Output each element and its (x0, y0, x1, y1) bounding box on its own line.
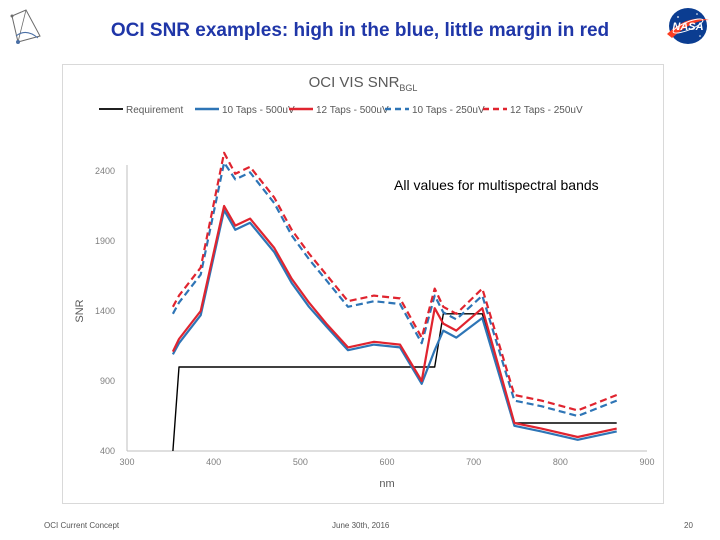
y-axis-label: SNR (74, 299, 86, 322)
legend-label: Requirement (126, 105, 183, 116)
legend-label: 12 Taps - 250uV (510, 105, 583, 116)
slide-title: OCI SNR examples: high in the blue, litt… (110, 20, 610, 41)
footer-project: OCI Current Concept (44, 521, 120, 530)
svg-text:NASA: NASA (672, 21, 703, 33)
chart-title-subscript: BGL (399, 83, 417, 93)
chart-panel: OCI VIS SNRBGL Requirement 10 Taps - 500uV… (62, 64, 664, 504)
legend-label: 10 Taps - 250uV (412, 105, 485, 116)
y-tick-label: 900 (100, 376, 115, 386)
page-number: 20 (684, 521, 693, 530)
x-tick-label: 700 (466, 457, 481, 467)
y-tick-label: 400 (100, 446, 115, 456)
orbit-diagram-icon (6, 6, 46, 51)
x-tick-label: 900 (639, 457, 654, 467)
x-tick-label: 600 (379, 457, 394, 467)
y-tick-label: 1900 (95, 236, 115, 246)
multispectral-callout: All values for multispectral bands (392, 176, 601, 194)
series-line (171, 209, 617, 441)
snr-line-chart: OCI VIS SNRBGL Requirement 10 Taps - 500uV… (74, 74, 655, 490)
chart-title: OCI VIS SNRBGL (309, 74, 418, 93)
legend-label: 12 Taps - 500uV (316, 105, 389, 116)
y-tick-label: 1400 (95, 306, 115, 316)
footer-date: June 30th, 2016 (332, 521, 390, 530)
y-tick-label: 2400 (95, 166, 115, 176)
series-line (171, 204, 617, 439)
x-tick-label: 500 (293, 457, 308, 467)
series-line (171, 161, 618, 418)
x-tick-label: 800 (553, 457, 568, 467)
nasa-logo: NASA (664, 6, 712, 51)
x-axis-label: nm (379, 478, 394, 490)
series-line (171, 151, 618, 412)
x-tick-label: 400 (206, 457, 221, 467)
x-tick-label: 300 (119, 457, 134, 467)
legend-label: 10 Taps - 500uV (222, 105, 295, 116)
